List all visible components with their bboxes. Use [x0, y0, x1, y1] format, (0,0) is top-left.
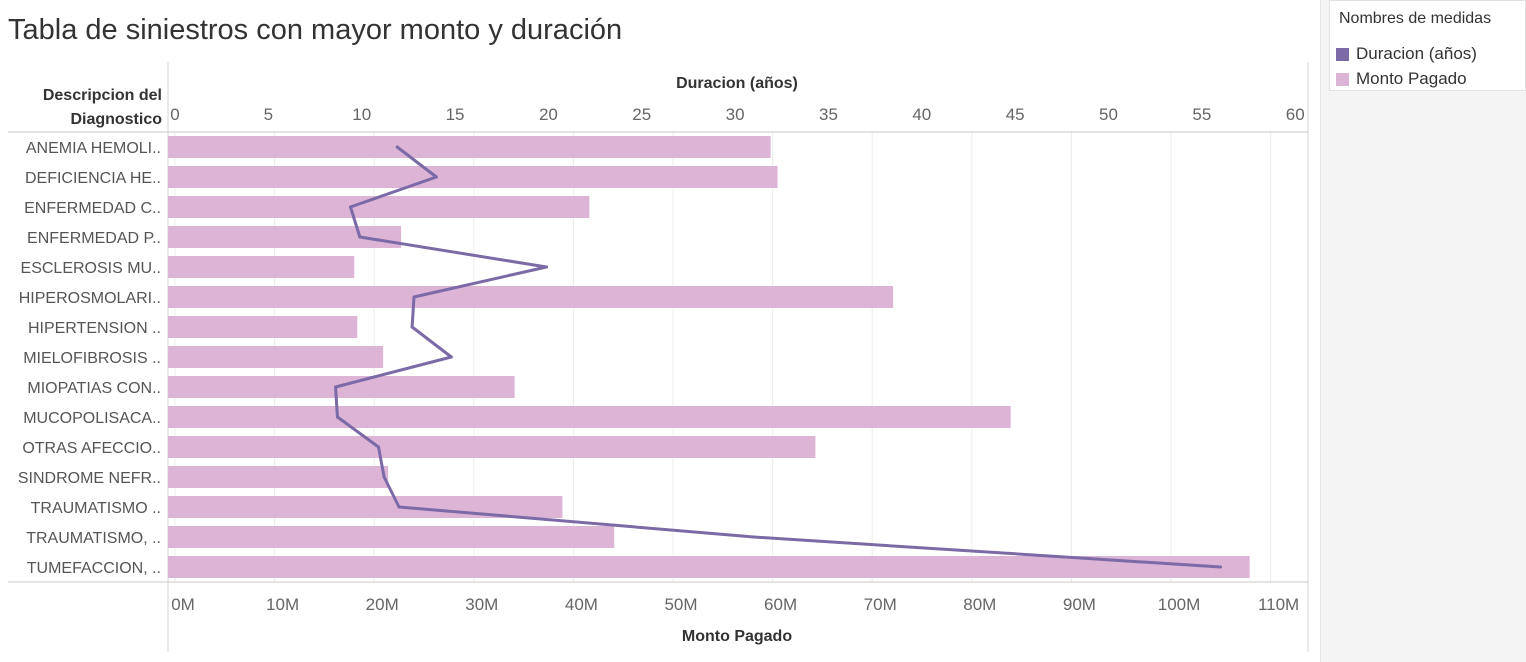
legend-title: Nombres de medidas	[1339, 10, 1492, 27]
legend[interactable]: Nombres de medidas Duracion (años) Monto…	[1329, 0, 1526, 91]
top-axis-tick-label: 25	[632, 105, 651, 124]
point-duracion	[1219, 565, 1223, 569]
point-duracion	[449, 355, 453, 359]
bottom-axis-title: Monto Pagado	[682, 628, 792, 645]
point-duracion	[397, 505, 401, 509]
point-duracion	[348, 205, 352, 209]
bar-monto-pagado	[168, 316, 358, 338]
row-label: ENFERMEDAD P..	[27, 230, 161, 247]
bottom-axis-tick-label: 20M	[366, 595, 399, 614]
chart-svg: Duracion (años) 0 5 10 15 20 25 30 35 40 45 50 55 60 0…	[8, 62, 1309, 652]
top-axis-tick-label: 30	[726, 105, 745, 124]
bottom-axis-tick-label: 110M	[1258, 595, 1299, 614]
row-label: MIELOFIBROSIS ..	[23, 350, 161, 367]
row-header-line2: Diagnostico	[70, 111, 162, 128]
bar-monto-pagado	[168, 136, 771, 158]
top-axis-tick-label: 20	[539, 105, 558, 124]
bar-monto-pagado	[168, 226, 402, 248]
legend-label-duracion: Duracion (años)	[1356, 44, 1477, 63]
row-label: TRAUMATISMO ..	[31, 500, 161, 517]
chart-title: Tabla de siniestros con mayor monto y du…	[8, 14, 623, 46]
row-label: HIPERTENSION ..	[28, 320, 161, 337]
point-duracion	[434, 175, 438, 179]
row-header-line1: Descripcion del	[42, 87, 162, 104]
legend-label-monto: Monto Pagado	[1356, 69, 1467, 88]
point-duracion	[334, 385, 338, 389]
top-axis-tick-label: 5	[264, 105, 273, 124]
top-axis-tick-label: 10	[352, 105, 371, 124]
bottom-axis-tick-label: 30M	[465, 595, 498, 614]
top-axis-tick-label: 0	[170, 105, 179, 124]
top-axis-tick-label: 55	[1192, 105, 1211, 124]
legend-swatch-duracion	[1336, 48, 1349, 61]
top-axis-tick-label: 15	[446, 105, 465, 124]
point-duracion	[752, 535, 756, 539]
row-label: TRAUMATISMO, ..	[26, 530, 161, 547]
bar-monto-pagado	[168, 436, 816, 458]
legend-swatch-monto	[1336, 73, 1349, 86]
bottom-axis-tick-label: 0M	[171, 595, 195, 614]
top-axis-title: Duracion (años)	[676, 75, 798, 92]
top-axis-tick-label: 60	[1286, 105, 1305, 124]
top-axis-tick-label: 40	[912, 105, 931, 124]
bar-monto-pagado	[168, 346, 384, 368]
row-label: SINDROME NEFR..	[18, 470, 161, 487]
right-panel	[1320, 0, 1526, 662]
top-axis-tick-label: 50	[1099, 105, 1118, 124]
row-label: OTRAS AFECCIO..	[22, 440, 161, 457]
bar-monto-pagado	[168, 466, 389, 488]
point-duracion	[382, 475, 386, 479]
bar-monto-pagado	[168, 256, 355, 278]
point-duracion	[358, 235, 362, 239]
bottom-axis-tick-label: 100M	[1158, 595, 1201, 614]
row-label: HIPEROSMOLARI..	[19, 290, 161, 307]
row-label: ESCLEROSIS MU..	[21, 260, 161, 277]
row-label: DEFICIENCIA HE..	[25, 170, 161, 187]
bar-monto-pagado	[168, 286, 894, 308]
row-header: Descripcion del Diagnostico	[43, 84, 162, 132]
point-duracion	[335, 415, 339, 419]
row-label: MUCOPOLISACA..	[23, 410, 161, 427]
bar-monto-pagado	[168, 526, 615, 548]
bar-monto-pagado	[168, 406, 1011, 428]
point-duracion	[377, 445, 381, 449]
bottom-axis-tick-label: 80M	[963, 595, 996, 614]
bottom-axis-tick-label: 40M	[565, 595, 598, 614]
bar-monto-pagado	[168, 166, 778, 188]
point-duracion	[412, 295, 416, 299]
bottom-axis-tick-label: 70M	[864, 595, 897, 614]
row-label: ENFERMEDAD C..	[24, 200, 161, 217]
point-duracion	[410, 325, 414, 329]
point-duracion	[395, 145, 399, 149]
row-label: MIOPATIAS CON..	[27, 380, 161, 397]
point-duracion	[545, 265, 549, 269]
bottom-axis-tick-label: 50M	[664, 595, 697, 614]
bottom-axis-tick-label: 10M	[266, 595, 299, 614]
bottom-axis-tick-label: 60M	[764, 595, 797, 614]
bar-monto-pagado	[168, 556, 1250, 578]
bar-monto-pagado	[168, 196, 590, 218]
bottom-axis-tick-label: 90M	[1063, 595, 1096, 614]
row-label: TUMEFACCION, ..	[27, 560, 161, 577]
top-axis-tick-label: 35	[819, 105, 838, 124]
top-axis-tick-label: 45	[1006, 105, 1025, 124]
row-label: ANEMIA HEMOLI..	[26, 140, 161, 157]
